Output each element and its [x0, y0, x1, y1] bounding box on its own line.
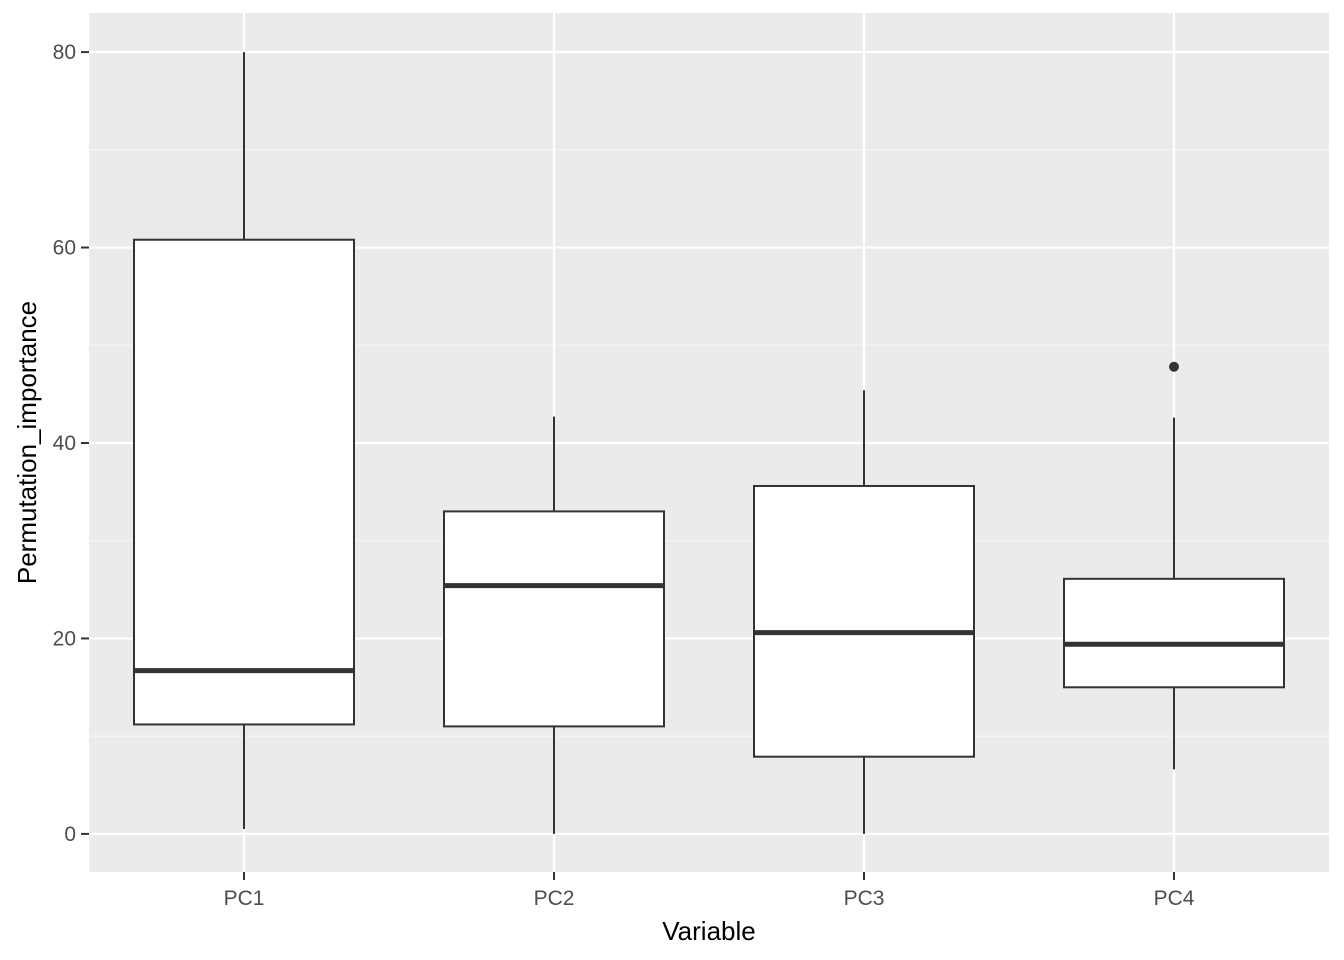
- boxes-layer: [133, 52, 1285, 834]
- x-tick-label: PC2: [534, 887, 575, 910]
- x-tick-label: PC3: [844, 887, 885, 910]
- box-pc1: [133, 52, 355, 830]
- y-tick-label: 40: [53, 432, 76, 455]
- x-axis: PC1 PC2 PC3 PC4: [224, 872, 1195, 910]
- x-axis-title: Variable: [662, 916, 755, 946]
- y-tick-label: 20: [53, 627, 76, 650]
- x-tick-label: PC1: [224, 887, 265, 910]
- box-iqr: [443, 510, 665, 728]
- y-axis: 0 20 40 60 80: [53, 41, 89, 846]
- box-pc3: [753, 390, 975, 834]
- box-iqr: [753, 484, 975, 758]
- box-pc4: [1063, 361, 1285, 770]
- y-tick-label: 60: [53, 237, 76, 260]
- box-iqr: [1063, 577, 1285, 689]
- box-iqr: [133, 238, 355, 726]
- y-tick-label: 0: [64, 823, 76, 846]
- x-tick-label: PC4: [1154, 887, 1195, 910]
- y-axis-title: Permutation_importance: [12, 301, 42, 584]
- y-tick-label: 80: [53, 41, 76, 64]
- box-pc2: [443, 416, 665, 834]
- outlier-point: [1169, 361, 1179, 372]
